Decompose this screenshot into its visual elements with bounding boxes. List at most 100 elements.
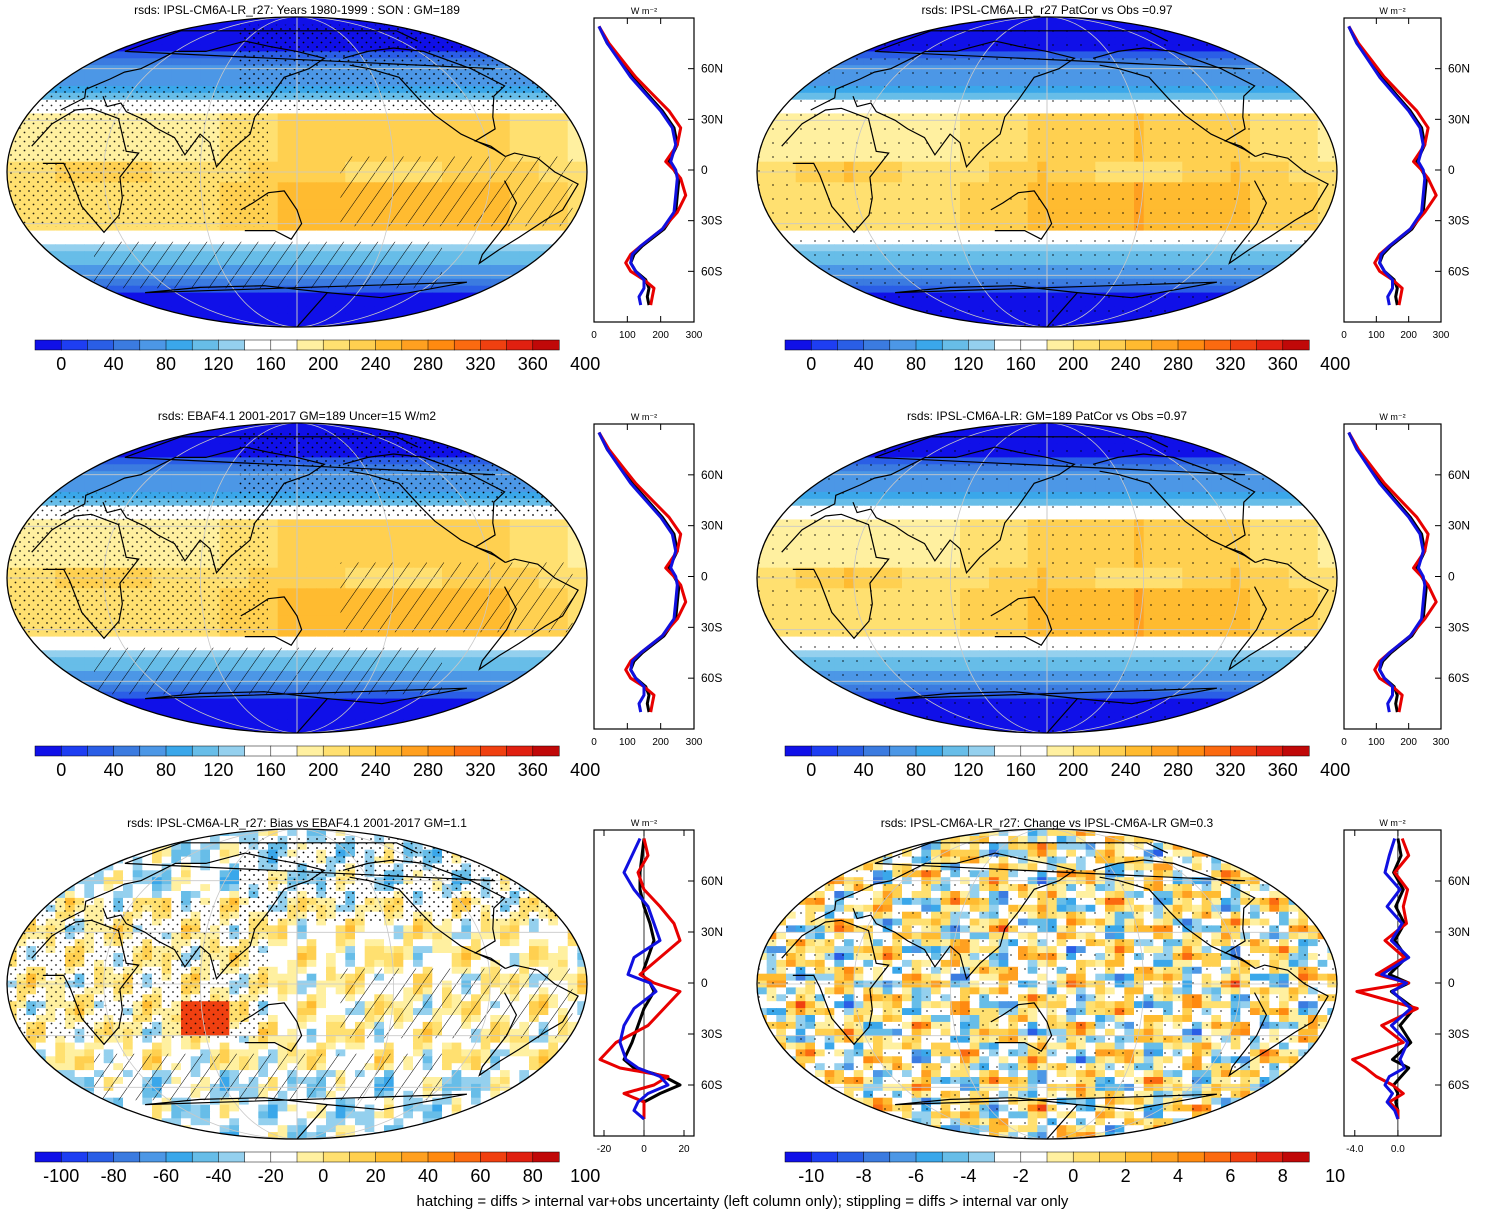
colorbar-swatch <box>244 1151 272 1163</box>
colorbar-swatch <box>1072 339 1100 351</box>
colorbar-swatch <box>889 339 917 351</box>
colorbar-swatch <box>1282 1151 1310 1163</box>
profile-x-tick-label: 300 <box>686 330 703 341</box>
colorbar-swatch <box>915 1151 943 1163</box>
colorbar-swatch <box>113 1151 141 1163</box>
colorbar-swatch <box>1203 1151 1231 1163</box>
colorbar-label: -20 <box>258 1166 284 1186</box>
zonal-profile-p3: 0 100 200 300 W m⁻² 60N 30N 0 30S 60S <box>591 412 723 748</box>
colorbar-swatch <box>427 1151 455 1163</box>
colorbar-swatch <box>453 339 481 351</box>
panel-title: rsds: IPSL-CM6A-LR_r27 PatCor vs Obs =0.… <box>921 3 1172 17</box>
profile-x-tick-label: 0 <box>1341 737 1347 748</box>
profile-x-tick-label: 200 <box>652 737 669 748</box>
colorbar-swatch <box>1203 745 1231 757</box>
colorbar-swatch <box>1256 1151 1284 1163</box>
coastline <box>478 152 579 265</box>
profile-line-blue <box>1347 431 1427 713</box>
profile-y-tick-label: 60S <box>701 671 722 685</box>
colorbar-swatch <box>349 339 377 351</box>
profile-line-red <box>1347 25 1438 306</box>
profile-x-tick-label: 300 <box>1433 737 1450 748</box>
colorbar-swatch <box>34 745 62 757</box>
colorbar-swatch <box>244 339 272 351</box>
colorbar-swatch <box>60 1151 88 1163</box>
colorbar-label: 80 <box>906 760 926 780</box>
profile-line-red <box>597 25 688 306</box>
colorbar-label: 320 <box>1215 760 1245 780</box>
map-p4 <box>756 422 1338 734</box>
colorbar-label: -8 <box>856 1166 872 1186</box>
colorbar-swatch <box>191 339 219 351</box>
colorbar-swatch <box>218 339 246 351</box>
colorbar-swatch <box>1099 1151 1127 1163</box>
zonal-profile-p5: -20 0 20 W m⁻² 60N 30N 0 30S 60S <box>593 818 723 1155</box>
profile-line-red <box>598 838 682 1119</box>
profile-y-tick-label: 60S <box>1448 264 1469 278</box>
profile-x-tick-label: 300 <box>686 737 703 748</box>
profile-y-tick-label: 0 <box>1448 570 1455 584</box>
colorbar-label: 80 <box>523 1166 543 1186</box>
coastline <box>31 107 140 234</box>
profile-y-tick-label: 30N <box>1448 112 1470 126</box>
colorbar-swatch <box>1230 745 1258 757</box>
colorbar-swatch <box>1230 1151 1258 1163</box>
colorbar-swatch <box>1177 339 1205 351</box>
colorbar-swatch <box>113 339 141 351</box>
colorbar-label: -100 <box>43 1166 79 1186</box>
coastline <box>60 40 326 169</box>
profile-x-tick-label: 0.0 <box>1391 1144 1405 1155</box>
colorbar-swatch <box>401 1151 429 1163</box>
colorbar-swatch <box>87 1151 115 1163</box>
colorbar-swatch <box>1046 339 1074 351</box>
coastline <box>895 1093 1218 1139</box>
profile-line-blue <box>597 25 679 306</box>
colorbar-swatch <box>87 745 115 757</box>
coastline <box>124 436 496 476</box>
colorbar-swatch <box>1125 339 1153 351</box>
coastline <box>478 964 579 1077</box>
profile-line-black <box>1347 431 1428 713</box>
colorbar-swatch <box>60 339 88 351</box>
colorbar-label: 0 <box>318 1166 328 1186</box>
map-p3 <box>6 422 588 734</box>
profile-y-tick-label: 30S <box>1448 1027 1469 1041</box>
colorbar-label: 80 <box>906 354 926 374</box>
colorbar-swatch <box>453 1151 481 1163</box>
coastline <box>478 558 579 671</box>
colorbar-swatch <box>270 745 298 757</box>
coastline <box>874 30 1246 70</box>
colorbar-label: 2 <box>1121 1166 1131 1186</box>
zonal-profile-p4: 0 100 200 300 W m⁻² 60N 30N 0 30S 60S <box>1341 412 1470 748</box>
colorbar-swatch <box>322 745 350 757</box>
colorbar-swatch <box>968 1151 996 1163</box>
colorbar-label: 320 <box>465 354 495 374</box>
colorbar-swatch <box>863 745 891 757</box>
colorbar-label: 20 <box>366 1166 386 1186</box>
coastline <box>240 1002 303 1052</box>
profile-line-red <box>1347 431 1438 713</box>
colorbar-label: 360 <box>1268 354 1298 374</box>
colorbar-swatch <box>322 339 350 351</box>
colorbar-swatch <box>139 339 167 351</box>
colorbar-swatch <box>915 745 943 757</box>
colorbar-swatch <box>1020 1151 1048 1163</box>
colorbar-swatch <box>191 1151 219 1163</box>
colorbar-swatch <box>480 1151 508 1163</box>
profile-x-tick-label: -20 <box>597 1144 612 1155</box>
colorbar-label: 80 <box>156 760 176 780</box>
footnote: hatching = diffs > internal var+obs unce… <box>416 1193 1069 1210</box>
panel-title: rsds: IPSL-CM6A-LR_r27: Change vs IPSL-C… <box>881 816 1214 830</box>
colorbar-swatch <box>270 339 298 351</box>
colorbar-swatch <box>480 745 508 757</box>
coastline <box>810 446 1076 575</box>
coastline <box>342 453 506 564</box>
colorbar-label: 120 <box>953 760 983 780</box>
colorbar-label: 200 <box>1058 760 1088 780</box>
colorbar-label: 360 <box>1268 760 1298 780</box>
colorbar-swatch <box>349 1151 377 1163</box>
colorbar-label: 0 <box>56 354 66 374</box>
colorbar-label: 0 <box>1068 1166 1078 1186</box>
colorbar-label: 60 <box>470 1166 490 1186</box>
profile-x-tick-label: -4.0 <box>1346 1144 1364 1155</box>
